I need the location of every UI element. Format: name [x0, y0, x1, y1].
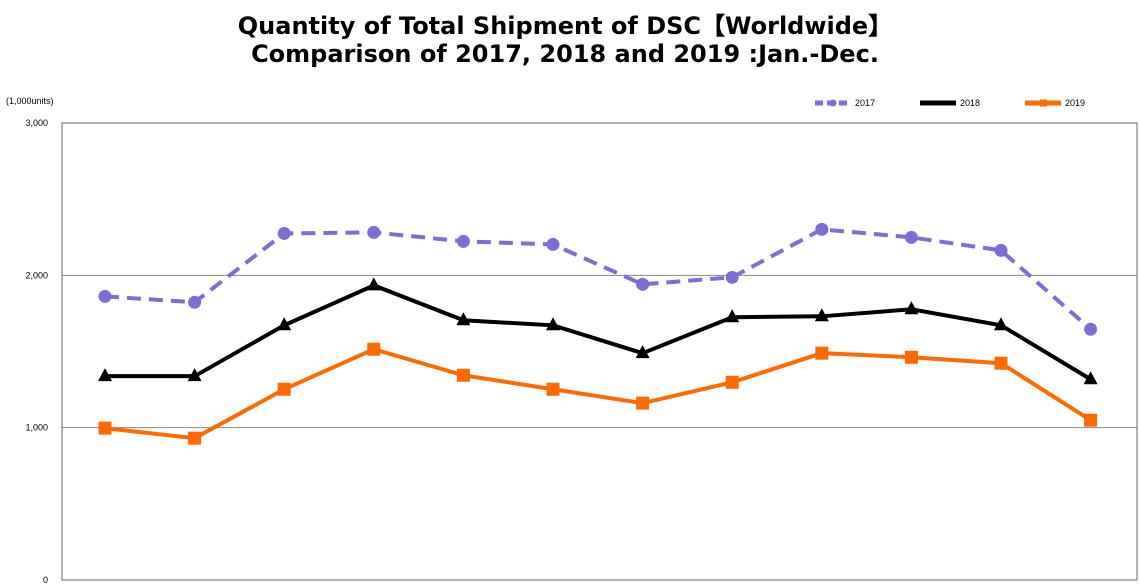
- data-point-2018: [98, 368, 112, 382]
- data-point-2017: [815, 222, 829, 236]
- chart-title: Quantity of Total Shipment of DSC【Worldw…: [237, 12, 893, 40]
- data-point-2018: [725, 309, 740, 323]
- data-point-2017: [277, 226, 291, 240]
- data-point-2019: [277, 382, 291, 396]
- series-line-2018: [105, 283, 1092, 381]
- legend-label-2019: 2019: [1065, 98, 1085, 108]
- legend-marker-2019: [1040, 99, 1047, 107]
- series-line-2019: [104, 347, 1092, 441]
- chart-subtitle: Comparison of 2017, 2018 and 2019 :Jan.-…: [251, 40, 879, 68]
- y-tick-label: 0: [43, 575, 48, 584]
- data-point-2018: [366, 277, 381, 291]
- data-point-2017: [994, 243, 1008, 257]
- data-point-2017: [1084, 322, 1098, 336]
- data-point-2017: [188, 295, 202, 309]
- series-line-2017: [104, 227, 1092, 331]
- data-point-2018: [277, 317, 292, 331]
- data-point-2018: [456, 312, 471, 326]
- plot-area: [61, 122, 1138, 581]
- data-point-2018: [814, 308, 829, 322]
- data-point-2019: [456, 368, 470, 382]
- data-point-2019: [546, 382, 560, 396]
- data-point-2019: [367, 342, 381, 356]
- data-point-2019: [725, 375, 739, 389]
- data-point-2019: [1084, 413, 1098, 427]
- data-point-2017: [98, 289, 112, 303]
- data-point-2017: [367, 225, 381, 239]
- legend-label-2018: 2018: [960, 98, 980, 108]
- data-point-2017: [456, 234, 470, 248]
- y-tick-label: 1,000: [25, 423, 48, 433]
- data-point-2018: [187, 368, 202, 382]
- data-point-2019: [188, 431, 202, 445]
- data-point-2018: [904, 301, 919, 315]
- legend-label-2017: 2017: [855, 98, 875, 108]
- y-tick-label: 3,000: [25, 118, 48, 128]
- data-point-2018: [994, 317, 1008, 331]
- data-point-2019: [98, 421, 112, 435]
- unit-label: (1,000units): [6, 96, 54, 106]
- data-point-2017: [725, 270, 739, 284]
- data-point-2019: [904, 350, 918, 364]
- data-point-2019: [815, 346, 829, 360]
- data-point-2017: [904, 230, 918, 244]
- legend-marker-2017: [829, 99, 837, 107]
- data-point-2019: [636, 396, 650, 410]
- data-point-2019: [994, 356, 1008, 370]
- y-tick-label: 2,000: [25, 270, 48, 280]
- data-point-2018: [1083, 371, 1098, 385]
- data-point-2018: [546, 317, 560, 331]
- data-point-2017: [546, 237, 560, 251]
- data-point-2018: [635, 345, 650, 359]
- data-point-2017: [636, 277, 650, 291]
